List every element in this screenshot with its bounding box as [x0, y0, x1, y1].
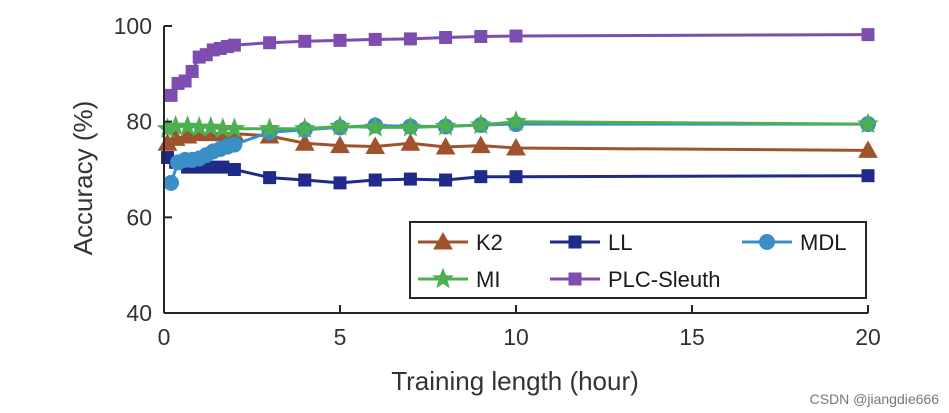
data-point-plc-sleuth	[185, 64, 199, 78]
x-tick-label: 20	[855, 324, 881, 350]
data-point-mi	[223, 117, 246, 139]
data-point-plc-sleuth	[178, 74, 192, 88]
data-point-plc-sleuth	[509, 29, 523, 43]
data-point-mi	[505, 110, 527, 131]
x-tick-label: 0	[158, 324, 171, 350]
legend-item-k2: K2	[418, 230, 503, 255]
data-point-mi	[399, 115, 422, 137]
data-point-plc-sleuth	[474, 30, 488, 44]
data-point-k2	[435, 136, 456, 155]
legend-label-mdl: MDL	[800, 230, 846, 255]
data-point-mdl	[226, 136, 243, 153]
data-point-ll	[333, 176, 347, 190]
data-point-ll	[227, 163, 241, 176]
data-point-plc-sleuth	[368, 32, 382, 46]
data-point-mi	[176, 114, 199, 136]
data-point-k2	[400, 133, 421, 151]
series-ll	[161, 151, 875, 190]
data-point-mi	[258, 117, 281, 139]
data-point-mi	[364, 115, 387, 137]
y-tick-label: 80	[126, 109, 152, 135]
series-mi	[156, 110, 879, 139]
legend-label-ll: LL	[608, 230, 632, 255]
legend-marker-k2	[433, 231, 453, 250]
legend-marker-mdl	[759, 234, 775, 250]
data-point-ll	[439, 173, 453, 187]
y-tick-label: 100	[114, 13, 152, 39]
y-tick-label: 40	[126, 300, 152, 326]
data-point-plc-sleuth	[439, 30, 453, 44]
data-point-mi	[469, 113, 492, 135]
data-point-k2	[294, 133, 315, 151]
legend: K2 LL MDL MI PLC-Sleuth	[409, 221, 867, 299]
legend-label-plc-sleuth: PLC-Sleuth	[608, 267, 721, 292]
legend-item-ll: LL	[550, 230, 632, 255]
data-point-mi	[329, 114, 351, 136]
data-point-ll	[298, 173, 312, 187]
data-point-mi	[434, 114, 457, 136]
data-point-ll	[509, 170, 523, 184]
x-tick-label: 5	[334, 324, 347, 350]
series-layer	[156, 28, 879, 191]
data-point-plc-sleuth	[227, 38, 241, 52]
x-axis-title: Training length (hour)	[391, 366, 639, 396]
legend-item-plc-sleuth: PLC-Sleuth	[550, 267, 721, 292]
legend-marker-ll	[568, 235, 582, 249]
legend-box	[409, 221, 867, 299]
data-point-ll	[216, 160, 230, 174]
data-point-ll	[263, 171, 277, 185]
data-point-plc-sleuth	[333, 33, 347, 47]
data-point-k2	[470, 135, 491, 154]
data-point-k2	[330, 135, 350, 154]
y-tick-label: 60	[126, 204, 152, 230]
data-point-plc-sleuth	[164, 88, 178, 102]
data-point-mi	[857, 112, 879, 134]
data-point-ll	[474, 170, 488, 184]
series-plc-sleuth	[164, 28, 875, 102]
legend-item-mi: MI	[418, 267, 500, 292]
data-point-plc-sleuth	[403, 32, 417, 46]
data-point-mi	[293, 117, 316, 139]
watermark: CSDN @jiangdie666	[809, 391, 939, 407]
legend-label-mi: MI	[476, 267, 500, 292]
data-point-ll	[861, 169, 875, 183]
legend-item-mdl: MDL	[742, 230, 846, 255]
legend-marker-plc-sleuth	[568, 272, 582, 286]
data-point-plc-sleuth	[298, 34, 312, 48]
data-point-mdl	[163, 174, 180, 191]
x-tick-label: 10	[503, 324, 529, 350]
data-point-plc-sleuth	[263, 36, 277, 50]
data-point-k2	[858, 140, 878, 158]
legend-label-k2: K2	[476, 230, 503, 255]
data-point-k2	[365, 136, 386, 155]
axes: 40 60 80 100 0 5 10 15 20	[114, 13, 881, 350]
legend-marker-mi	[432, 267, 454, 289]
data-point-k2	[506, 137, 526, 156]
data-point-plc-sleuth	[861, 28, 875, 42]
y-axis-title: Accuracy (%)	[68, 101, 98, 256]
data-point-ll	[403, 172, 417, 186]
data-point-mi	[199, 115, 222, 137]
data-point-ll	[368, 173, 382, 187]
x-tick-label: 15	[679, 324, 705, 350]
